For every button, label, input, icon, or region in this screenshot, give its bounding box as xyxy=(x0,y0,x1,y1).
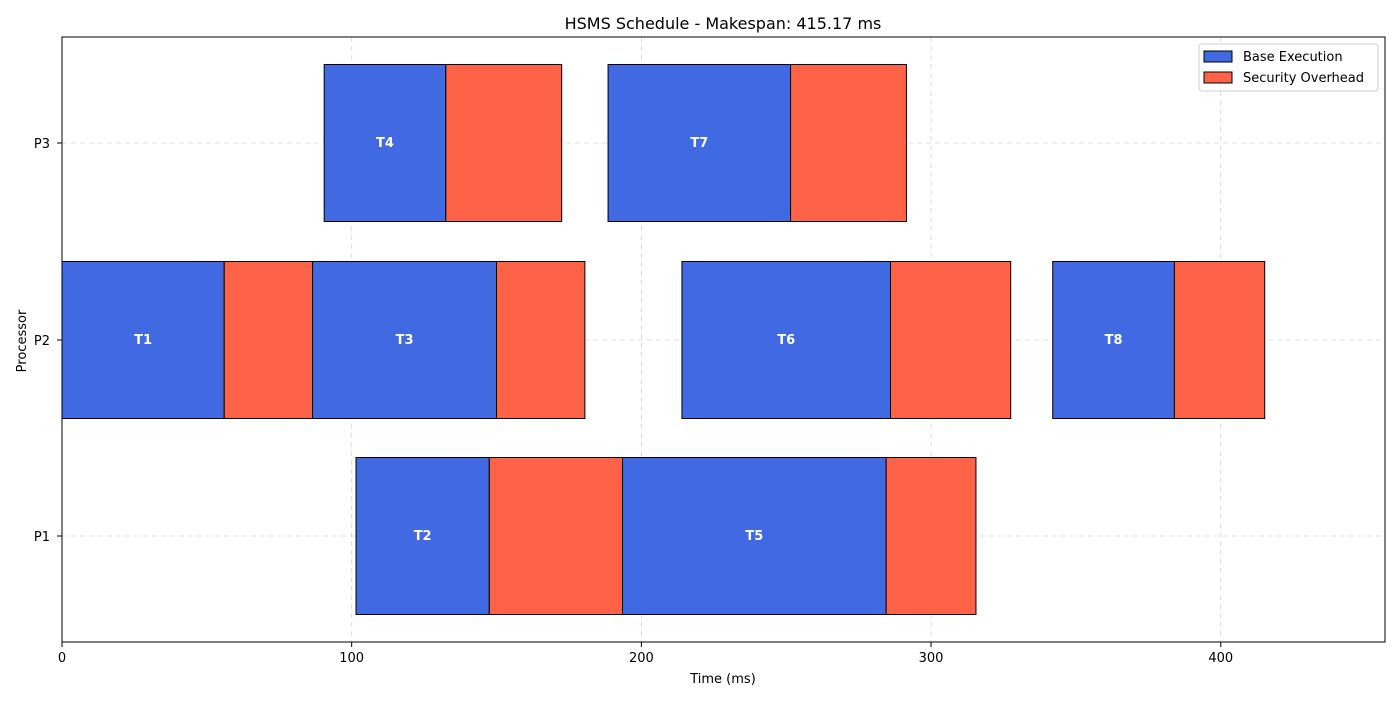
bar-overhead-t3 xyxy=(496,261,586,419)
x-tick-label: 200 xyxy=(629,651,654,666)
y-tick-label-p2: P2 xyxy=(34,334,50,349)
bar-overhead-t5 xyxy=(885,457,977,615)
task-bars: T1 T3 T6 T8 T4 T7 T2 T5 xyxy=(61,64,1266,615)
task-label-t6: T6 xyxy=(777,333,795,348)
bar-overhead-t6 xyxy=(890,261,1012,419)
bar-base-t6 xyxy=(681,261,892,419)
axis-ticks: 0 100 200 300 400 P1 P2 P3 xyxy=(34,137,1233,666)
task-label-t8: T8 xyxy=(1105,333,1123,348)
y-tick-label-p3: P3 xyxy=(34,137,50,152)
bar-base-t3 xyxy=(312,261,498,419)
task-label-t3: T3 xyxy=(396,333,414,348)
x-axis-title: Time (ms) xyxy=(689,672,756,687)
y-tick-label-p1: P1 xyxy=(34,530,50,545)
bar-overhead-t8 xyxy=(1173,261,1266,419)
legend-box xyxy=(1198,43,1379,92)
x-tick-label: 300 xyxy=(919,651,944,666)
bar-base-t7 xyxy=(607,64,792,222)
bar-base-t1 xyxy=(61,261,225,419)
task-label-t7: T7 xyxy=(690,136,708,151)
legend-swatch xyxy=(1203,71,1233,84)
task-label-t2: T2 xyxy=(414,529,432,544)
task-label-t5: T5 xyxy=(745,529,763,544)
y-axis-title: Processor xyxy=(15,309,30,372)
task-label-t1: T1 xyxy=(134,333,152,348)
bar-overhead-t1 xyxy=(223,261,314,419)
x-tick-label: 400 xyxy=(1208,651,1233,666)
chart-title: HSMS Schedule - Makespan: 415.17 ms xyxy=(565,14,882,33)
bar-base-t4 xyxy=(323,64,447,222)
bar-base-t5 xyxy=(622,457,887,615)
bar-overhead-t7 xyxy=(790,64,907,222)
legend: Base Execution Security Overhead xyxy=(1198,43,1379,92)
bar-overhead-t2 xyxy=(488,457,624,615)
legend-swatch xyxy=(1203,50,1233,63)
bar-overhead-t4 xyxy=(445,64,563,222)
task-label-t4: T4 xyxy=(376,136,394,151)
bar-base-t2 xyxy=(355,457,490,615)
legend-label: Security Overhead xyxy=(1243,71,1364,86)
x-tick-label: 0 xyxy=(58,651,66,666)
x-tick-label: 100 xyxy=(339,651,364,666)
legend-label: Base Execution xyxy=(1243,50,1343,65)
